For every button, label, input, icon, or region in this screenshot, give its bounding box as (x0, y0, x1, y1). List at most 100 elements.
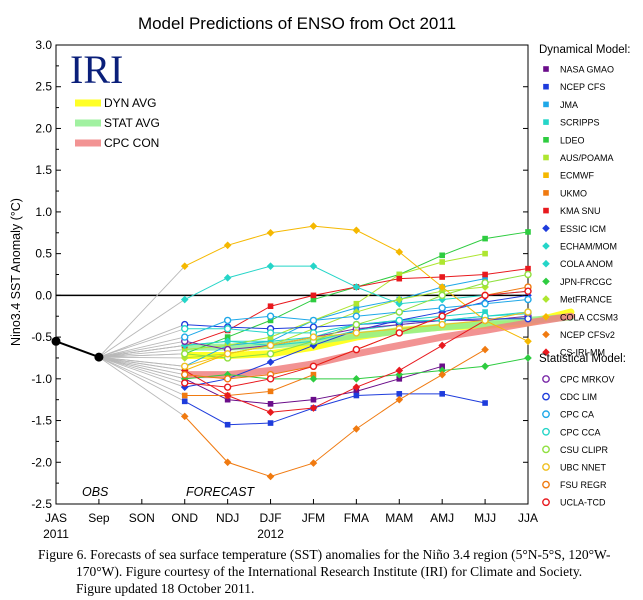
connector-aus-poama (98, 349, 185, 358)
point-cpc-ca-4 (352, 312, 361, 320)
point-metfrance-7 (481, 283, 489, 291)
connector-ncep-cfsv2 (98, 356, 185, 417)
point-csu-clipr-2 (266, 350, 275, 358)
series-ncep-cfsv2 (98, 345, 489, 481)
legend-label-ncep-cfs: NCEP CFS (560, 82, 605, 92)
connector-cpc-cca (98, 328, 185, 358)
connector-csu-clipr (98, 353, 185, 358)
point-ubc-nnet-0 (181, 362, 189, 370)
point-aus-poama-6 (439, 259, 445, 265)
figure-caption: Figure 6. Forecasts of sea surface tempe… (38, 546, 638, 597)
point-cpc-ca-8 (524, 295, 532, 304)
point-ucla-tcd-1 (223, 383, 232, 391)
y-tick-label: -0.5 (31, 330, 52, 344)
legend-label-metfrance: MetFRANCE (560, 295, 612, 305)
point-essic-icm-3 (309, 341, 318, 350)
point-csu-clipr-7 (481, 279, 489, 287)
legend-label-kma-snu: KMA SNU (560, 206, 601, 216)
line-ncep-cfs (184, 393, 486, 426)
point-ukmo-0 (181, 392, 188, 399)
point-cpc-ca-2 (266, 312, 275, 320)
point-kma-snu-5 (396, 275, 403, 282)
legend-label-ukmo: UKMO (560, 188, 587, 198)
enso-chart: Model Predictions of ENSO from Oct 2011 … (9, 14, 630, 541)
legend-label-aus-poama: AUS/POAMA (560, 153, 614, 163)
point-cpc-ca-7 (481, 300, 489, 308)
point-cdc-lim-3 (309, 323, 318, 331)
point-aus-poama-2 (267, 334, 274, 340)
point-cpc-cca-2 (266, 329, 275, 337)
legend-marker-metfrance (542, 295, 550, 303)
point-cola-anom-2 (266, 262, 275, 270)
point-kma-snu-3 (310, 292, 317, 299)
legend-label-ubc-nnet: UBC NNET (560, 463, 607, 473)
x-tick-label-jfm: JFM (302, 511, 325, 525)
obs-point-1 (94, 352, 104, 362)
point-scripps-7 (482, 309, 488, 315)
legend-marker-fsu-regr (542, 480, 550, 489)
connector-ncep-cfs (98, 356, 185, 402)
y-tick-label: 1.0 (35, 205, 52, 219)
point-cpc-cca-5 (395, 316, 403, 325)
point-jpn-frcgc-3 (309, 375, 318, 383)
plot-area (55, 44, 529, 505)
point-ncep-cfsv2-5 (395, 395, 404, 404)
legend-marker-cola-anom (542, 259, 550, 268)
obs-line (55, 340, 100, 359)
point-jpn-frcgc-7 (481, 362, 489, 371)
point-ubc-nnet-1 (223, 350, 232, 358)
point-ucla-tcd-5 (395, 329, 403, 337)
line-jma (184, 278, 486, 367)
point-aus-poama-4 (353, 300, 360, 307)
point-ukmo-3 (310, 371, 317, 378)
connector-cpc-ca (98, 336, 185, 358)
point-fsu-regr-0 (181, 370, 189, 379)
point-ukmo-2 (267, 388, 274, 395)
point-ldeo-3 (310, 296, 317, 303)
caption-line-3: Figure updated 18 October 2011. (76, 581, 255, 596)
point-ncep-cfsv2-6 (438, 370, 446, 379)
point-kma-snu-6 (439, 274, 445, 280)
series-csu-clipr (98, 270, 532, 362)
point-ubc-nnet-2 (266, 341, 275, 350)
point-cs-iri-mm-6 (438, 341, 446, 350)
point-ubc-nnet-8 (524, 308, 532, 316)
point-ncep-cfsv2-3 (309, 459, 318, 467)
point-csu-clipr-6 (438, 291, 446, 300)
x-tick-label-djf: DJF (260, 511, 282, 525)
connector-essic-icm (98, 356, 185, 388)
legend-marker-ecmwf (543, 172, 549, 178)
point-cola-anom-3 (309, 262, 318, 270)
point-ucla-tcd-3 (309, 362, 318, 370)
legend-marker-jma (543, 101, 549, 108)
connector-cpc-mrkov (98, 340, 185, 358)
legend-marker-cs-iri-mm (542, 348, 550, 356)
x-tick-label-mjj: MJJ (474, 511, 496, 525)
point-echam-mom-1 (223, 337, 232, 346)
connector-metfrance (98, 356, 185, 359)
connector-jpn-frcgc (98, 356, 185, 380)
caption-line-2: 170°W). Figure courtesy of the Internati… (76, 564, 583, 579)
point-ldeo-8 (525, 229, 531, 235)
x-tick-label-ndj: NDJ (216, 511, 239, 525)
legend-label-cdc-lim: CDC LIM (560, 392, 597, 402)
obs-label: OBS (82, 485, 109, 499)
connector-echam-mom (98, 344, 185, 358)
legend-marker-cpc-ca (542, 410, 550, 419)
point-cs-iri-mm-5 (395, 366, 404, 375)
point-cola-ccsm3-5 (395, 248, 404, 256)
point-essic-icm-2 (266, 358, 275, 366)
legend-label-nasa-gmao: NASA GMAO (560, 65, 614, 75)
year-label-2012: 2012 (257, 527, 284, 541)
legend-label-csu-clipr: CSU CLIPR (560, 445, 609, 455)
x-tick-label-jas: JAS (45, 511, 67, 525)
connector-cdc-lim (98, 324, 185, 358)
legend-label-cs-iri-mm: CS-IRI-MM (560, 348, 605, 358)
point-ncep-cfsv2-0 (180, 412, 189, 421)
point-ucla-tcd-8 (524, 287, 532, 295)
point-ncep-cfsv2-1 (223, 458, 232, 467)
point-aus-poama-1 (224, 342, 231, 349)
legend-marker-csu-clipr (542, 445, 550, 454)
legend-dynamical-title: Dynamical Model: (539, 44, 630, 56)
point-csu-clipr-0 (181, 350, 189, 358)
